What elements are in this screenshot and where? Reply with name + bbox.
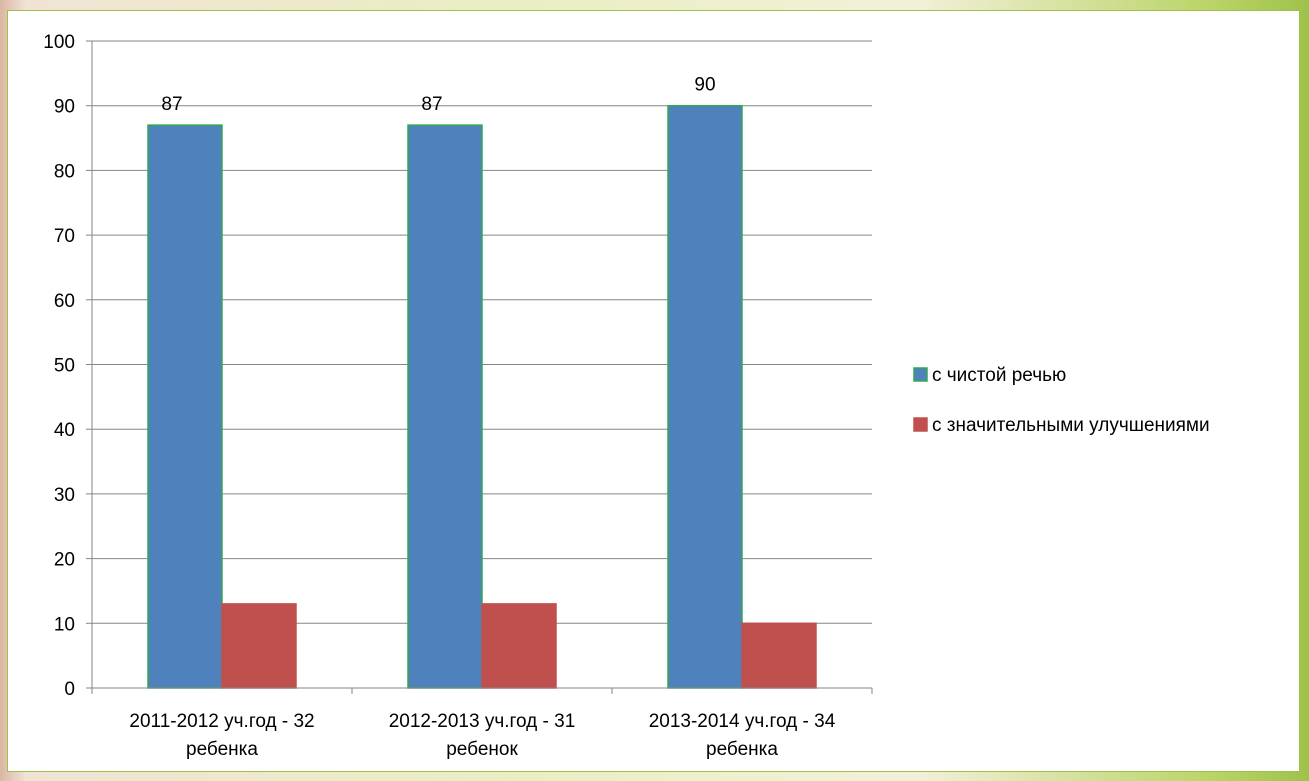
bars — [147, 104, 817, 689]
y-tick-label: 40 — [54, 420, 75, 441]
bar-clean-speech — [667, 104, 743, 689]
y-tick-label: 90 — [54, 97, 75, 118]
y-tick-label: 0 — [64, 679, 75, 700]
x-category-label: ребенка — [186, 739, 258, 760]
x-category-label: ребенка — [706, 739, 778, 760]
bar-clean-speech — [147, 124, 223, 689]
y-tick-label: 100 — [43, 32, 75, 53]
data-label: 90 — [694, 75, 715, 96]
legend-swatch — [913, 417, 928, 432]
y-tick-label: 70 — [54, 226, 75, 247]
legend: с чистой речью с значительными улучшениям… — [913, 365, 1210, 436]
legend-label: с чистой речью — [932, 365, 1066, 386]
y-tick-label: 30 — [54, 485, 75, 506]
bar-improvements — [481, 603, 557, 689]
labels: 0 10 20 30 40 50 60 70 80 90 100 87 2011-2012 уч.год… — [43, 32, 835, 760]
bar-improvements — [221, 603, 297, 689]
y-tick-label: 80 — [54, 161, 75, 182]
y-tick-label: 20 — [54, 550, 75, 571]
bar-chart: 0 10 20 30 40 50 60 70 80 90 100 87 2011-2012 уч.год… — [43, 32, 1210, 760]
bar-clean-speech — [407, 124, 483, 689]
data-label: 87 — [161, 94, 182, 115]
x-category-label: 2013-2014 уч.год - 34 — [649, 711, 836, 732]
legend-swatch — [913, 367, 928, 382]
x-category-label: ребенок — [446, 739, 518, 760]
axes — [86, 40, 873, 694]
y-tick-label: 10 — [54, 614, 75, 635]
legend-label: с значительными улучшениями — [932, 415, 1210, 436]
data-label: 87 — [421, 94, 442, 115]
bar-improvements — [741, 622, 817, 689]
x-category-label: 2012-2013 уч.год - 31 — [389, 711, 576, 732]
y-tick-label: 60 — [54, 291, 75, 312]
x-category-label: 2011-2012 уч.год - 32 — [129, 711, 314, 732]
chart-panel: 0 10 20 30 40 50 60 70 80 90 100 87 2011-2012 уч.год… — [7, 10, 1300, 772]
y-tick-label: 50 — [54, 356, 75, 377]
